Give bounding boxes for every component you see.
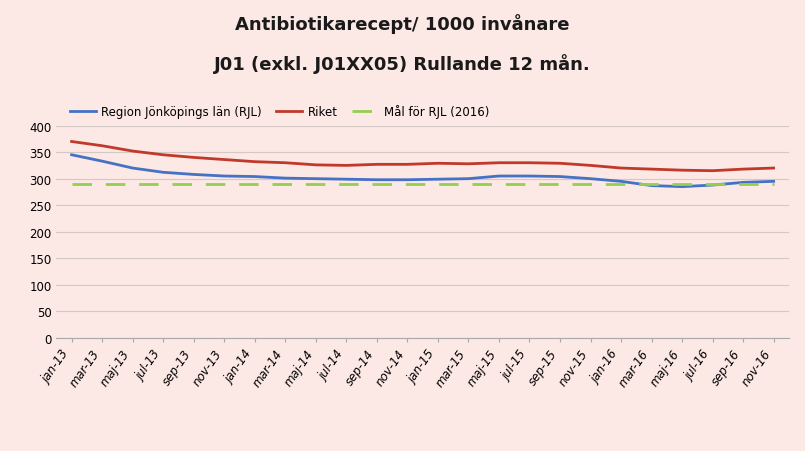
Riket (586, 163, 596, 169)
Mål för RJL (2016) (433, 182, 443, 187)
Mål för RJL (2016) (646, 182, 656, 187)
Mål för RJL (2016) (464, 182, 473, 187)
Riket (433, 161, 443, 166)
Riket (402, 162, 412, 168)
Region Jönköpings län (RJL) (738, 180, 748, 186)
Mål för RJL (2016) (738, 182, 748, 187)
Riket (220, 157, 229, 163)
Riket (189, 155, 199, 161)
Mål för RJL (2016) (97, 182, 107, 187)
Region Jönköpings län (RJL) (372, 178, 382, 183)
Region Jönköpings län (RJL) (555, 175, 565, 180)
Legend: Region Jönköpings län (RJL), Riket, Mål för RJL (2016): Region Jönköpings län (RJL), Riket, Mål … (69, 105, 489, 119)
Mål för RJL (2016) (677, 182, 687, 187)
Riket (280, 161, 290, 166)
Riket (738, 167, 748, 172)
Riket (159, 153, 168, 158)
Line: Region Jönköpings län (RJL): Region Jönköpings län (RJL) (72, 156, 774, 187)
Mål för RJL (2016) (128, 182, 138, 187)
Mål för RJL (2016) (494, 182, 504, 187)
Riket (616, 166, 625, 171)
Mål för RJL (2016) (616, 182, 625, 187)
Region Jönköpings län (RJL) (464, 176, 473, 182)
Riket (769, 166, 778, 171)
Mål för RJL (2016) (189, 182, 199, 187)
Riket (372, 162, 382, 168)
Mål för RJL (2016) (341, 182, 351, 187)
Region Jönköpings län (RJL) (433, 177, 443, 183)
Region Jönköpings län (RJL) (189, 172, 199, 178)
Riket (464, 162, 473, 167)
Riket (555, 161, 565, 166)
Riket (646, 167, 656, 172)
Riket (97, 144, 107, 149)
Region Jönköpings län (RJL) (494, 174, 504, 179)
Riket (525, 161, 535, 166)
Line: Riket: Riket (72, 142, 774, 171)
Riket (677, 168, 687, 174)
Mål för RJL (2016) (769, 182, 778, 187)
Mål för RJL (2016) (586, 182, 596, 187)
Mål för RJL (2016) (250, 182, 259, 187)
Region Jönköpings län (RJL) (708, 183, 717, 189)
Region Jönköpings län (RJL) (586, 176, 596, 182)
Riket (708, 169, 717, 174)
Riket (128, 149, 138, 154)
Mål för RJL (2016) (311, 182, 320, 187)
Text: J01 (exkl. J01XX05) Rullande 12 mån.: J01 (exkl. J01XX05) Rullande 12 mån. (214, 54, 591, 74)
Mål för RJL (2016) (280, 182, 290, 187)
Region Jönköpings län (RJL) (67, 153, 76, 158)
Mål för RJL (2016) (372, 182, 382, 187)
Mål för RJL (2016) (708, 182, 717, 187)
Region Jönköpings län (RJL) (646, 184, 656, 189)
Text: Antibiotikarecept/ 1000 invånare: Antibiotikarecept/ 1000 invånare (235, 14, 570, 33)
Region Jönköpings län (RJL) (769, 179, 778, 184)
Region Jönköpings län (RJL) (280, 176, 290, 181)
Region Jönköpings län (RJL) (402, 178, 412, 183)
Mål för RJL (2016) (220, 182, 229, 187)
Riket (67, 139, 76, 145)
Mål för RJL (2016) (525, 182, 535, 187)
Mål för RJL (2016) (402, 182, 412, 187)
Region Jönköpings län (RJL) (616, 179, 625, 184)
Riket (341, 163, 351, 169)
Region Jönköpings län (RJL) (159, 170, 168, 175)
Region Jönköpings län (RJL) (341, 177, 351, 183)
Riket (250, 160, 259, 165)
Mål för RJL (2016) (555, 182, 565, 187)
Region Jönköpings län (RJL) (250, 175, 259, 180)
Region Jönköpings län (RJL) (97, 159, 107, 165)
Region Jönköpings län (RJL) (525, 174, 535, 179)
Region Jönköpings län (RJL) (220, 174, 229, 179)
Region Jönköpings län (RJL) (677, 184, 687, 190)
Mål för RJL (2016) (67, 182, 76, 187)
Riket (311, 163, 320, 168)
Region Jönköpings län (RJL) (128, 166, 138, 171)
Riket (494, 161, 504, 166)
Mål för RJL (2016) (159, 182, 168, 187)
Region Jönköpings län (RJL) (311, 176, 320, 182)
